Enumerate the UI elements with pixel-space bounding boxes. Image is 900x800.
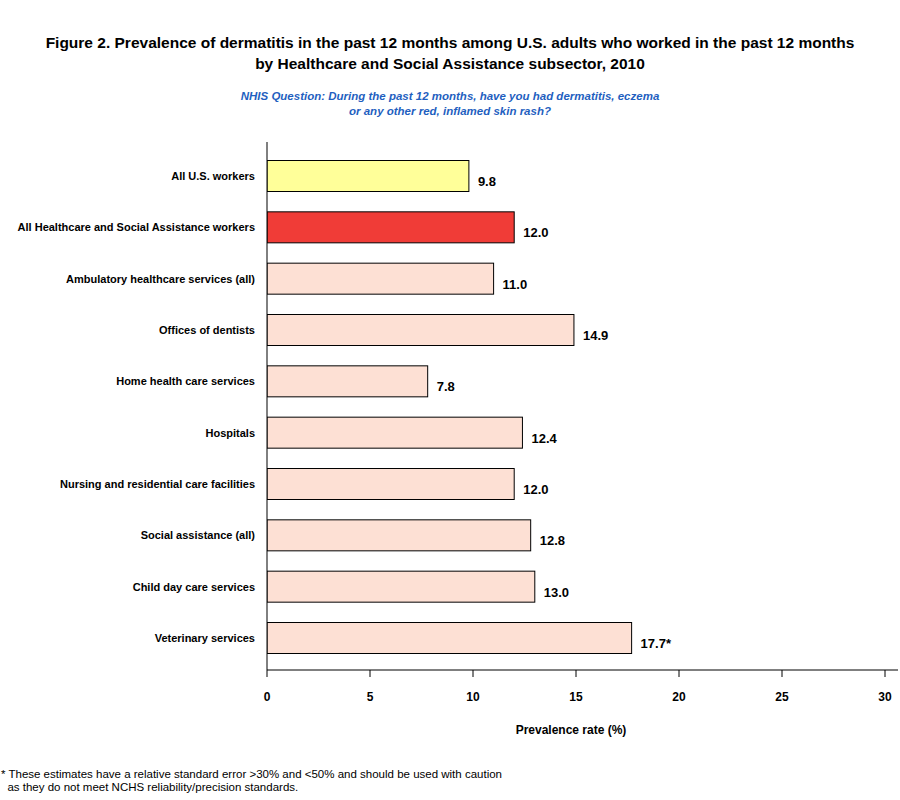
x-tick-label: 30 (878, 690, 892, 704)
bars (267, 161, 632, 654)
data-label: 12.0 (523, 482, 548, 497)
x-tick (267, 670, 268, 677)
category-label: Home health care services (116, 375, 255, 387)
x-tick (679, 670, 680, 677)
data-label: 9.8 (478, 174, 496, 189)
data-label: 7.8 (437, 379, 455, 394)
category-label: Offices of dentists (159, 324, 255, 336)
data-label: 12.8 (540, 533, 565, 548)
bar (267, 212, 514, 243)
title: Figure 2. Prevalence of dermatitis in th… (46, 34, 855, 51)
category-label: Social assistance (all) (141, 529, 256, 541)
data-label: 14.9 (583, 328, 608, 343)
category-label: Veterinary services (155, 632, 255, 644)
footnote: as they do not meet NCHS reliability/pre… (1, 781, 298, 793)
x-tick-label: 15 (569, 690, 583, 704)
x-tick-label: 10 (466, 690, 480, 704)
bar (267, 469, 514, 500)
subtitle: or any other red, inflamed skin rash? (349, 105, 551, 117)
x-tick (576, 670, 577, 677)
category-label: Ambulatory healthcare services (all) (66, 273, 255, 285)
bar (267, 315, 574, 346)
subtitle: NHIS Question: During the past 12 months… (241, 90, 660, 102)
data-label: 17.7* (641, 636, 672, 651)
x-tick (370, 670, 371, 677)
category-label: Hospitals (205, 427, 255, 439)
bar (267, 623, 632, 654)
data-label: 12.4 (531, 431, 557, 446)
x-axis (267, 670, 898, 671)
data-label: 11.0 (503, 277, 528, 292)
x-axis-label: Prevalence rate (%) (516, 723, 627, 737)
data-label: 12.0 (523, 225, 548, 240)
bar (267, 263, 494, 294)
title: by Healthcare and Social Assistance subs… (255, 55, 645, 72)
x-tick (885, 670, 886, 677)
x-tick-label: 20 (672, 690, 686, 704)
category-label: All U.S. workers (171, 170, 255, 182)
y-axis (267, 142, 268, 670)
x-tick-label: 25 (775, 690, 789, 704)
x-tick (473, 670, 474, 677)
bar (267, 571, 535, 602)
category-label: Nursing and residential care facilities (60, 478, 255, 490)
chart: Figure 2. Prevalence of dermatitis in th… (0, 0, 900, 800)
category-label: Child day care services (133, 581, 255, 593)
x-tick (782, 670, 783, 677)
footnote: * These estimates have a relative standa… (1, 768, 502, 780)
bar (267, 366, 428, 397)
bar (267, 161, 469, 192)
x-tick-label: 5 (367, 690, 374, 704)
background (0, 0, 900, 800)
data-label: 13.0 (544, 585, 569, 600)
category-label: All Healthcare and Social Assistance wor… (18, 221, 255, 233)
x-tick-label: 0 (264, 690, 271, 704)
bar (267, 417, 522, 448)
bar (267, 520, 531, 551)
